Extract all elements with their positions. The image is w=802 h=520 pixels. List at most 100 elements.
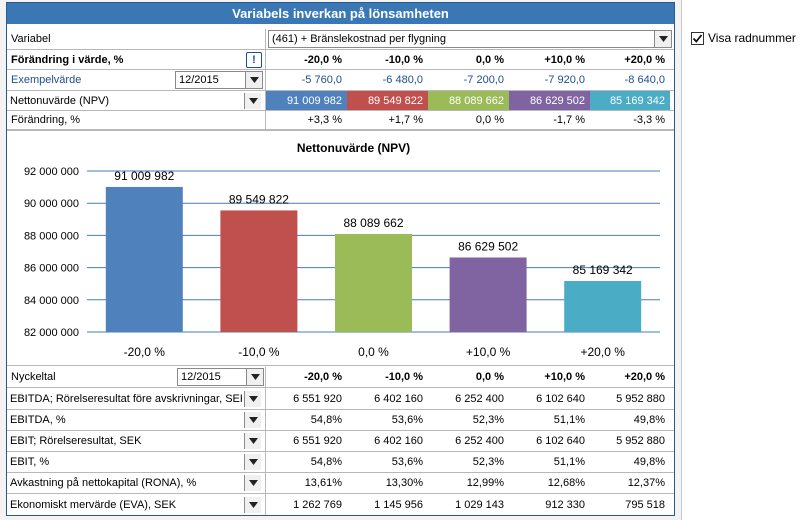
app-background: Variabels inverkan på lönsamheten Variab… <box>0 0 682 520</box>
x-tick-label: -20,0 % <box>124 345 166 359</box>
kpi-value-2: 12,99% <box>466 477 504 489</box>
change-value-1: -10,0 % <box>385 53 423 66</box>
checkmark-icon <box>692 33 703 43</box>
kpi-period-value: 12/2015 <box>181 371 221 383</box>
pct-value-4: -3,3 % <box>633 114 665 126</box>
kpi-row: EBITDA; Rörelseresultat före avskrivning… <box>7 388 674 410</box>
npv-select[interactable]: Nettonuvärde (NPV) <box>7 92 262 110</box>
kpi-header-value-2: 0,0 % <box>475 371 504 383</box>
show-row-numbers-option[interactable]: Visa radnummer <box>691 31 796 45</box>
kpi-value-2: 6 252 400 <box>455 392 504 405</box>
variable-select-value: (461) + Bränslekostnad per flygning <box>272 33 446 45</box>
kpi-value-0: 13,61% <box>304 477 342 489</box>
kpi-row-label: EBIT, % <box>10 456 50 468</box>
kpi-row-label: Avkastning på nettokapital (RONA), % <box>10 477 197 489</box>
change-value-4: +20,0 % <box>624 53 665 66</box>
change-value-3: +10,0 % <box>544 53 585 66</box>
kpi-value-0: 1 262 769 <box>293 499 342 511</box>
example-period-select[interactable]: 12/2015 <box>175 71 263 89</box>
chevron-down-icon[interactable] <box>244 412 261 428</box>
kpi-value-1: 53,6% <box>391 456 423 468</box>
bar <box>564 280 642 332</box>
kpi-row-label: EBITDA, % <box>10 414 66 426</box>
chevron-down-icon[interactable] <box>246 369 263 385</box>
pct-value-0: +3,3 % <box>307 114 342 126</box>
kpi-value-4: 5 952 880 <box>616 435 665 447</box>
kpi-value-2: 52,3% <box>472 456 504 468</box>
y-tick-label: 84 000 000 <box>24 295 79 307</box>
kpi-value-1: 6 402 160 <box>374 435 423 447</box>
pct-row: Förändring, % +3,3 % +1,7 % 0,0 % -1,7 % -3,… <box>7 111 674 130</box>
x-tick-label: +20,0 % <box>581 345 626 359</box>
kpi-header-value-1: -10,0 % <box>385 371 423 383</box>
chevron-down-icon[interactable] <box>244 497 261 513</box>
chevron-down-icon[interactable] <box>244 454 261 470</box>
kpi-value-0: 6 551 920 <box>293 392 342 405</box>
example-row: Exempelvärde 12/2015 -5 760,0 -6 480,0 -7 … <box>7 70 674 91</box>
npv-value-1: 89 549 822 <box>347 91 428 110</box>
change-value-0: -20,0 % <box>304 53 342 66</box>
chart-title: Nettonuvärde (NPV) <box>297 141 410 155</box>
kpi-row: EBITDA, % 54,8% 53,6% 52,3% 51,1% 49,8% <box>7 410 674 431</box>
kpi-value-2: 6 252 400 <box>455 435 504 447</box>
data-label: 89 549 822 <box>229 192 289 206</box>
kpi-period-select[interactable]: 12/2015 <box>177 368 264 386</box>
example-value-3: -7 920,0 <box>544 74 585 86</box>
npv-value-2: 88 089 662 <box>428 91 509 110</box>
kpi-value-0: 6 551 920 <box>293 435 342 447</box>
kpi-row-select[interactable]: EBIT, % <box>7 453 262 471</box>
show-row-numbers-checkbox[interactable] <box>691 31 704 45</box>
variable-select[interactable]: (461) + Bränslekostnad per flygning <box>268 30 672 48</box>
bar <box>449 257 527 332</box>
x-tick-label: -10,0 % <box>238 345 280 359</box>
example-value-2: -7 200,0 <box>463 74 504 86</box>
variable-row: Variabel (461) + Bränslekostnad per flyg… <box>7 29 674 50</box>
kpi-row-select[interactable]: Avkastning på nettokapital (RONA), % <box>7 474 262 492</box>
example-period-value: 12/2015 <box>179 74 219 86</box>
npv-chart-svg: Nettonuvärde (NPV) 82 000 000 84 000 000 86… <box>24 141 660 359</box>
kpi-row-select[interactable]: EBITDA; Rörelseresultat före avskrivning… <box>7 390 262 408</box>
y-tick-label: 82 000 000 <box>24 327 79 339</box>
kpi-value-1: 53,6% <box>391 414 423 426</box>
npv-row: Nettonuvärde (NPV) 91 009 982 89 549 822 8… <box>7 91 674 111</box>
npv-value-3: 86 629 502 <box>509 91 590 110</box>
kpi-row: Avkastning på nettokapital (RONA), % 13,6… <box>7 473 674 494</box>
chevron-down-icon[interactable] <box>244 390 261 407</box>
example-value-1: -6 480,0 <box>382 74 423 86</box>
kpi-value-4: 12,37% <box>627 477 665 489</box>
chevron-down-icon[interactable] <box>244 433 261 449</box>
kpi-value-2: 52,3% <box>472 414 504 426</box>
chevron-down-icon[interactable] <box>245 72 262 88</box>
kpi-row-select[interactable]: EBIT; Rörelseresultat, SEK <box>7 432 262 450</box>
kpi-value-1: 6 402 160 <box>374 392 423 405</box>
y-tick-label: 90 000 000 <box>24 198 79 210</box>
kpi-value-0: 54,8% <box>310 414 342 426</box>
chevron-down-icon[interactable] <box>244 475 261 491</box>
change-value-2: 0,0 % <box>475 53 504 66</box>
variable-label: Variabel <box>7 29 266 49</box>
show-row-numbers-label: Visa radnummer <box>708 31 796 45</box>
npv-chart: Nettonuvärde (NPV) 82 000 000 84 000 000 86… <box>7 130 674 366</box>
kpi-value-3: 51,1% <box>553 456 585 468</box>
kpi-row-select[interactable]: Ekonomiskt mervärde (EVA), SEK <box>7 496 262 514</box>
kpi-value-3: 6 102 640 <box>536 435 585 447</box>
npv-label: Nettonuvärde (NPV) <box>10 94 110 107</box>
example-value-0: -5 760,0 <box>301 74 342 86</box>
kpi-row-label: EBITDA; Rörelseresultat före avskrivning… <box>10 392 242 405</box>
bar <box>335 233 412 332</box>
kpi-header-value-4: +20,0 % <box>624 371 665 383</box>
example-value-4: -8 640,0 <box>624 74 665 86</box>
kpi-value-4: 795 518 <box>625 499 665 511</box>
y-tick-label: 86 000 000 <box>24 263 79 275</box>
pct-value-1: +1,7 % <box>388 114 423 126</box>
data-label: 86 629 502 <box>458 239 518 253</box>
kpi-value-3: 6 102 640 <box>536 392 585 405</box>
change-label: Förändring i värde, % <box>11 53 124 66</box>
data-label: 85 169 342 <box>573 263 633 277</box>
kpi-value-4: 5 952 880 <box>616 392 665 405</box>
kpi-row-select[interactable]: EBITDA, % <box>7 411 262 429</box>
kpi-value-3: 51,1% <box>553 414 585 426</box>
chevron-down-icon[interactable] <box>244 92 261 109</box>
warning-icon[interactable]: ! <box>246 51 262 68</box>
chevron-down-icon[interactable] <box>654 31 671 47</box>
